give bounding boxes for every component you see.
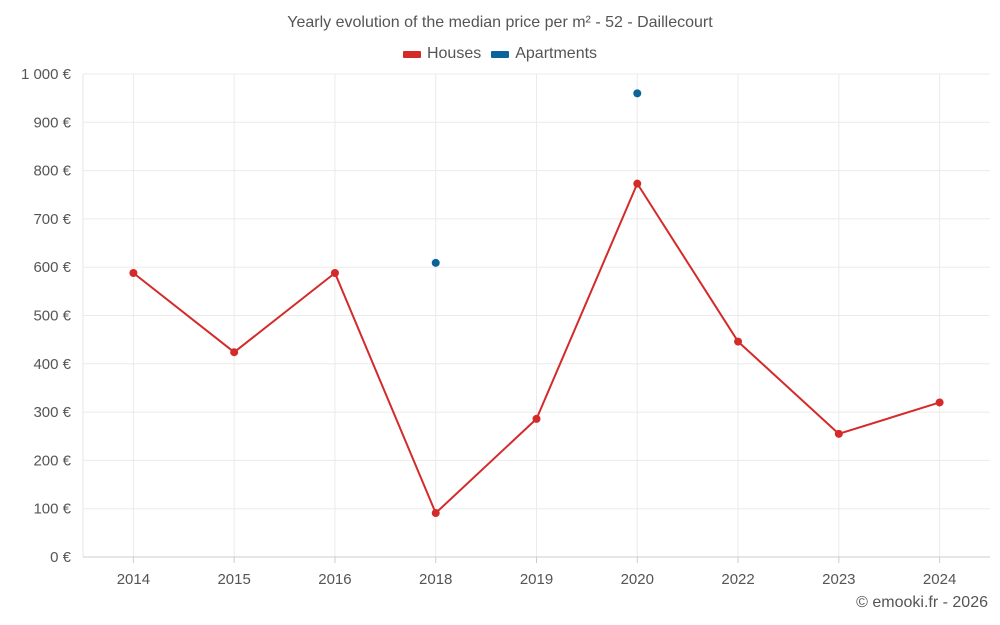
y-tick-label: 1 000 €	[21, 66, 72, 83]
chart-title: Yearly evolution of the median price per…	[287, 14, 713, 31]
data-point-apartments	[431, 258, 440, 267]
copyright-credit: © emooki.fr - 2026	[856, 594, 988, 611]
data-point-houses	[230, 348, 239, 357]
chart-legend: Houses Apartments	[0, 45, 1000, 63]
legend-label-houses: Houses	[426, 45, 482, 62]
data-point-houses	[431, 509, 440, 518]
y-tick-label: 700 €	[33, 211, 71, 228]
y-tick-label: 0 €	[50, 549, 72, 566]
y-tick-label: 400 €	[33, 356, 71, 373]
x-tick-label: 2022	[721, 571, 754, 588]
y-tick-label: 200 €	[33, 452, 71, 469]
y-tick-label: 900 €	[33, 114, 71, 131]
x-tick-label: 2024	[923, 571, 956, 588]
data-point-houses	[734, 337, 743, 346]
y-tick-label: 500 €	[33, 308, 71, 325]
y-tick-label: 800 €	[33, 163, 71, 180]
data-point-houses	[532, 414, 541, 423]
data-point-houses	[935, 398, 944, 407]
x-tick-label: 2020	[621, 571, 654, 588]
x-tick-label: 2023	[822, 571, 855, 588]
x-tick-label: 2019	[520, 571, 553, 588]
x-tick-label: 2018	[419, 571, 452, 588]
data-point-houses	[330, 268, 339, 277]
data-point-houses	[633, 179, 642, 188]
y-tick-label: 300 €	[33, 404, 71, 421]
legend-swatch-houses	[402, 50, 421, 58]
x-tick-label: 2014	[117, 571, 150, 588]
data-point-houses	[834, 429, 843, 438]
x-tick-label: 2015	[217, 571, 250, 588]
y-tick-label: 100 €	[33, 501, 71, 518]
legend-swatch-apartments	[491, 50, 510, 58]
y-tick-label: 600 €	[33, 259, 71, 276]
data-point-apartments	[633, 89, 642, 98]
legend-item-apartments[interactable]: Apartments	[491, 45, 597, 63]
data-point-houses	[129, 268, 138, 277]
legend-item-houses[interactable]: Houses	[402, 45, 482, 63]
legend-label-apartments: Apartments	[515, 45, 598, 62]
x-tick-label: 2016	[318, 571, 351, 588]
